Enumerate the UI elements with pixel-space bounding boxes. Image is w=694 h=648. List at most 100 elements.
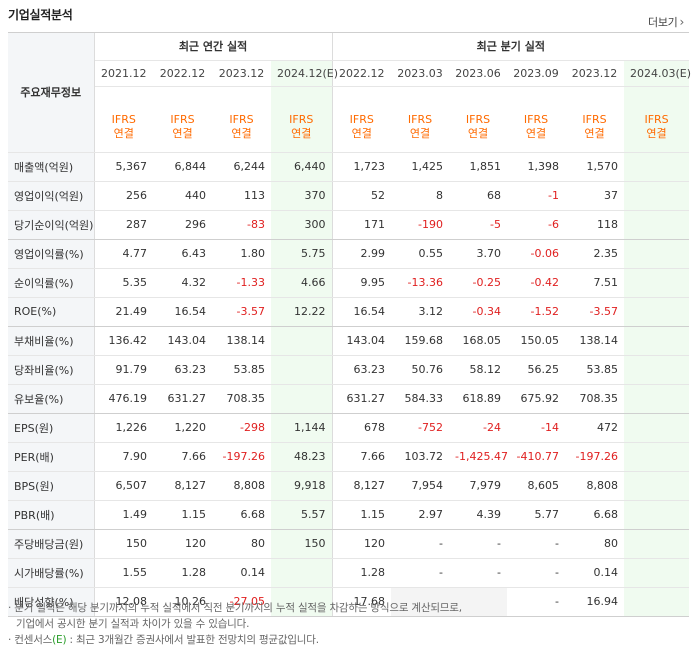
quarter-cell — [624, 384, 690, 414]
table-row: 당좌비율(%) 91.79 63.23 53.85 63.23 50.76 58.12 56.… — [8, 355, 690, 385]
annual-cell: 138.14 — [212, 326, 271, 356]
quarter-cell: - — [391, 529, 450, 559]
table-row: 영업이익(억원) 256 440 113 370 52 8 68 -1 37 — [8, 181, 690, 211]
date-header: 2023.12 — [212, 60, 271, 87]
row-label: 당기순이익(억원) — [8, 210, 95, 240]
quarter-cell: 80 — [565, 529, 625, 559]
ifrs-label: IFRS — [349, 112, 374, 126]
date-header: 2022.12 — [332, 60, 392, 87]
row-label: PBR(배) — [8, 500, 95, 530]
table-body: 매출액(억원) 5,367 6,844 6,244 6,440 1,723 1,425 1,8… — [8, 152, 690, 617]
table-row: PBR(배) 1.49 1.15 6.68 5.57 1.15 2.97 4.39 5.77 6.… — [8, 500, 690, 530]
ifrs-header: IFRS 연결 — [94, 86, 153, 153]
quarter-cell: 68 — [449, 181, 508, 211]
quarter-cell: 8,127 — [332, 471, 392, 501]
quarter-cell: -0.06 — [507, 239, 566, 269]
quarter-cell: 618.89 — [449, 384, 508, 414]
annual-cell: -27.05 — [212, 587, 271, 617]
quarter-cell: -3.57 — [565, 297, 625, 327]
annual-cell: -3.57 — [212, 297, 271, 327]
quarter-cell: 56.25 — [507, 355, 566, 385]
annual-cell: 120 — [153, 529, 212, 559]
row-label: 배당성향(%) — [8, 587, 95, 617]
quarter-cell: 708.35 — [565, 384, 625, 414]
annual-cell: 256 — [94, 181, 153, 211]
quarter-cell — [624, 355, 690, 385]
quarter-cell — [624, 529, 690, 559]
quarter-cell: -1,425.47 — [449, 442, 508, 472]
quarter-cell: 159.68 — [391, 326, 450, 356]
table-row: PER(배) 7.90 7.66 -197.26 48.23 7.66 103.72 -1,4… — [8, 442, 690, 472]
annual-cell: 7.66 — [153, 442, 212, 472]
date-header: 2023.09 — [507, 60, 566, 87]
quarter-cell: 143.04 — [332, 326, 392, 356]
quarter-cell: 0.55 — [391, 239, 450, 269]
annual-cell: 5,367 — [94, 152, 153, 182]
annual-cell: 16.54 — [153, 297, 212, 327]
row-label: 영업이익(억원) — [8, 181, 95, 211]
quarter-cell: 3.70 — [449, 239, 508, 269]
row-label: EPS(원) — [8, 413, 95, 443]
quarter-cell: 7.51 — [565, 268, 625, 298]
quarter-cell: -0.25 — [449, 268, 508, 298]
ifrs-header: IFRS 연결 — [332, 86, 392, 153]
annual-cell: 10.26 — [153, 587, 212, 617]
quarter-cell: - — [507, 529, 566, 559]
footnote-1-cont: 기업에서 공시한 분기 실적과 차이가 있을 수 있습니다. — [8, 616, 462, 632]
quarter-cell: - — [391, 558, 450, 588]
quarter-cell: -197.26 — [565, 442, 625, 472]
more-link[interactable]: 더보기 › — [648, 14, 684, 30]
ifrs-label: IFRS — [644, 112, 669, 126]
date-header-row: 2021.12 2022.12 2023.12 2024.12(E) 2022.12 20… — [8, 60, 691, 87]
table-row: 배당성향(%) 12.08 10.26 -27.05 17.68 -16.94 — [8, 587, 690, 617]
quarter-group-header: 최근 분기 실적 — [332, 33, 690, 61]
consolidated-label: 연결 — [646, 126, 667, 140]
quarter-cell: 103.72 — [391, 442, 450, 472]
annual-cell — [271, 384, 333, 414]
annual-cell: 5.57 — [271, 500, 333, 530]
annual-cell: 91.79 — [94, 355, 153, 385]
annual-cell: 1,220 — [153, 413, 212, 443]
date-header: 2022.12 — [153, 60, 212, 87]
financial-table: 주요재무정보 최근 연간 실적 최근 분기 실적 2021.12 2022.12 2… — [8, 33, 691, 617]
annual-cell: 370 — [271, 181, 333, 211]
quarter-cell — [624, 297, 690, 327]
quarter-cell: 584.33 — [391, 384, 450, 414]
quarter-cell: 138.14 — [565, 326, 625, 356]
annual-cell: 80 — [212, 529, 271, 559]
consolidated-label: 연결 — [172, 126, 193, 140]
annual-cell: 1.80 — [212, 239, 271, 269]
quarter-cell: 8 — [391, 181, 450, 211]
annual-cell: 1,226 — [94, 413, 153, 443]
annual-cell: 287 — [94, 210, 153, 240]
table-row: 부채비율(%) 136.42 143.04 138.14 143.04 159.68 168… — [8, 326, 690, 356]
row-label: 유보율(%) — [8, 384, 95, 414]
quarter-cell: 2.35 — [565, 239, 625, 269]
quarter-cell: -1 — [507, 181, 566, 211]
table-row: 시가배당률(%) 1.55 1.28 0.14 1.28- - -0.14 — [8, 558, 690, 588]
quarter-cell: 1.15 — [332, 500, 392, 530]
annual-cell: 4.77 — [94, 239, 153, 269]
quarter-cell: 2.99 — [332, 239, 392, 269]
ifrs-label: IFRS — [111, 112, 136, 126]
quarter-cell: - — [449, 558, 508, 588]
section-title: 기업실적분석 — [8, 8, 73, 22]
table-row: 영업이익률(%) 4.77 6.43 1.80 5.75 2.99 0.55 3.70 -0.0… — [8, 239, 690, 269]
table-top-border — [8, 32, 689, 33]
quarter-cell: 16.94 — [565, 587, 625, 617]
annual-cell: -83 — [212, 210, 271, 240]
annual-cell: 6,507 — [94, 471, 153, 501]
quarter-cell: 63.23 — [332, 355, 392, 385]
quarter-cell: - — [507, 587, 566, 617]
annual-cell: 12.08 — [94, 587, 153, 617]
quarter-cell: 4.39 — [449, 500, 508, 530]
date-header: 2021.12 — [94, 60, 153, 87]
quarter-cell: 1,723 — [332, 152, 392, 182]
quarter-cell: 120 — [332, 529, 392, 559]
quarter-cell: -13.36 — [391, 268, 450, 298]
annual-cell: 4.32 — [153, 268, 212, 298]
annual-cell: 6.43 — [153, 239, 212, 269]
quarter-cell: -1.52 — [507, 297, 566, 327]
annual-cell: 1.55 — [94, 558, 153, 588]
annual-cell: 7.90 — [94, 442, 153, 472]
